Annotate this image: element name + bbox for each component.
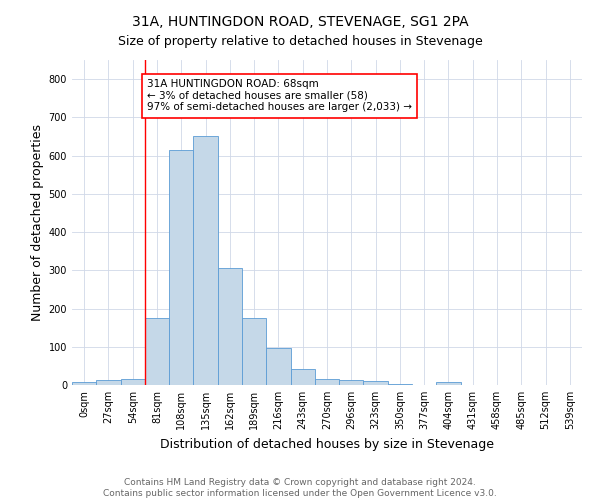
Bar [290, 369, 315, 385]
Bar [364, 381, 388, 385]
Text: 31A HUNTINGDON ROAD: 68sqm
← 3% of detached houses are smaller (58)
97% of semi-: 31A HUNTINGDON ROAD: 68sqm ← 3% of detac… [147, 79, 412, 112]
Bar [388, 384, 412, 385]
Text: Contains HM Land Registry data © Crown copyright and database right 2024.
Contai: Contains HM Land Registry data © Crown c… [103, 478, 497, 498]
Bar [193, 136, 218, 385]
Bar [436, 382, 461, 385]
Bar [242, 318, 266, 385]
X-axis label: Distribution of detached houses by size in Stevenage: Distribution of detached houses by size … [160, 438, 494, 450]
Bar [121, 380, 145, 385]
Text: 31A, HUNTINGDON ROAD, STEVENAGE, SG1 2PA: 31A, HUNTINGDON ROAD, STEVENAGE, SG1 2PA [131, 15, 469, 29]
Bar [72, 382, 96, 385]
Text: Size of property relative to detached houses in Stevenage: Size of property relative to detached ho… [118, 35, 482, 48]
Bar [218, 268, 242, 385]
Bar [266, 348, 290, 385]
Bar [339, 380, 364, 385]
Bar [315, 380, 339, 385]
Bar [145, 318, 169, 385]
Y-axis label: Number of detached properties: Number of detached properties [31, 124, 44, 321]
Bar [96, 380, 121, 385]
Bar [169, 150, 193, 385]
